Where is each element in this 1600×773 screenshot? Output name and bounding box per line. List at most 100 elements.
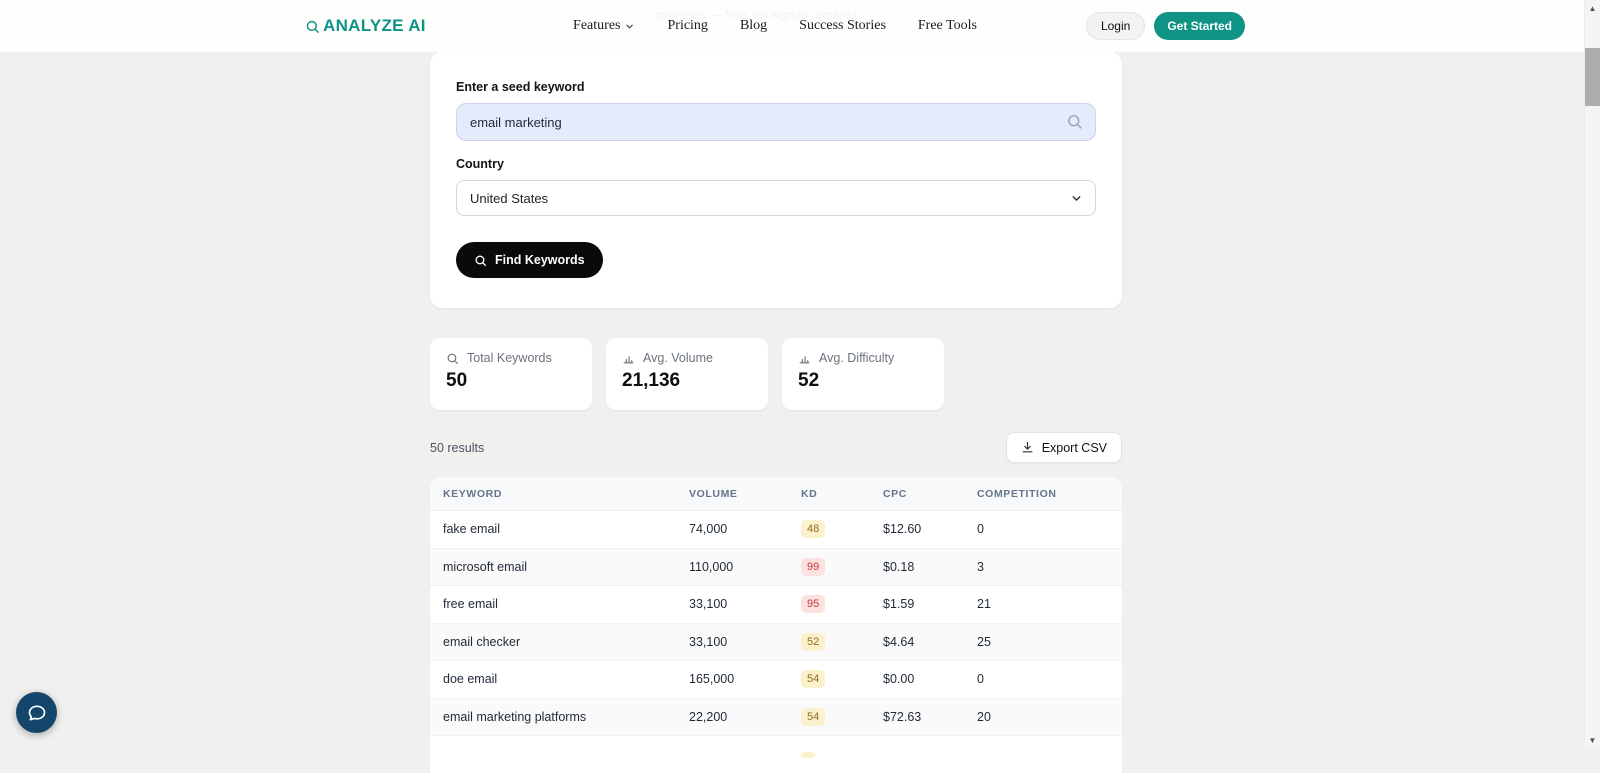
- table-row-partial[interactable]: [430, 735, 1122, 773]
- cell-kd: 52: [801, 633, 883, 651]
- stat-card-avg-difficulty: Avg. Difficulty 52: [782, 338, 944, 410]
- find-keywords-label: Find Keywords: [495, 253, 585, 267]
- cell-kd: 54: [801, 670, 883, 688]
- seed-keyword-input[interactable]: [456, 103, 1096, 141]
- kd-badge: 48: [801, 520, 825, 538]
- bar-chart-icon: [622, 352, 635, 365]
- table-header-row: KEYWORD VOLUME KD CPC COMPETITION: [430, 477, 1122, 510]
- kd-badge: 54: [801, 708, 825, 726]
- search-icon: [1066, 113, 1083, 130]
- country-label: Country: [456, 157, 1096, 171]
- search-icon: [474, 254, 487, 267]
- bar-chart-icon: [798, 352, 811, 365]
- cell-cpc: $0.00: [883, 672, 977, 686]
- table-row[interactable]: email marketing platforms 22,200 54 $72.…: [430, 698, 1122, 736]
- export-csv-button[interactable]: Export CSV: [1006, 432, 1122, 463]
- nav-actions: Login Get Started: [1086, 12, 1245, 40]
- cell-volume: 165,000: [689, 672, 801, 686]
- logo-text: ANALYZE AI: [323, 16, 426, 36]
- logo-search-icon: [305, 19, 320, 34]
- keyword-input-wrap: [456, 103, 1096, 141]
- col-header-cpc[interactable]: CPC: [883, 488, 977, 500]
- cell-cpc: $0.18: [883, 560, 977, 574]
- keyword-search-card: Enter a seed keyword Country United Stat…: [430, 52, 1122, 308]
- table-row[interactable]: doe email 165,000 54 $0.00 0: [430, 660, 1122, 698]
- kd-badge: [801, 752, 815, 758]
- chat-widget-button[interactable]: [16, 692, 57, 733]
- nav-item-success-stories[interactable]: Success Stories: [799, 18, 886, 34]
- keywords-table: KEYWORD VOLUME KD CPC COMPETITION fake e…: [430, 477, 1122, 773]
- stat-card-header: Total Keywords: [446, 351, 576, 365]
- get-started-button[interactable]: Get Started: [1154, 12, 1245, 40]
- kd-badge: 52: [801, 633, 825, 651]
- cell-volume: 33,100: [689, 635, 801, 649]
- nav-item-blog[interactable]: Blog: [740, 18, 767, 34]
- chevron-down-icon: [1070, 192, 1083, 205]
- table-row[interactable]: free email 33,100 95 $1.59 21: [430, 585, 1122, 623]
- cell-cpc: $72.63: [883, 710, 977, 724]
- cell-competition: 3: [977, 560, 1122, 574]
- nav-item-success-stories-label: Success Stories: [799, 18, 886, 34]
- cell-kd: [801, 747, 883, 761]
- cell-cpc: $4.64: [883, 635, 977, 649]
- nav-links: Features Pricing Blog Success Stories Fr…: [573, 18, 977, 34]
- country-select-value: United States: [470, 191, 548, 206]
- stat-label: Avg. Difficulty: [819, 351, 894, 365]
- results-count: 50 results: [430, 441, 484, 455]
- download-icon: [1021, 441, 1034, 454]
- col-header-competition[interactable]: COMPETITION: [977, 488, 1122, 500]
- nav-item-free-tools[interactable]: Free Tools: [918, 18, 977, 34]
- find-keywords-button[interactable]: Find Keywords: [456, 242, 603, 278]
- table-row[interactable]: microsoft email 110,000 99 $0.18 3: [430, 548, 1122, 586]
- chat-bubble-icon: [27, 703, 47, 723]
- export-csv-label: Export CSV: [1042, 441, 1107, 455]
- cell-volume: 33,100: [689, 597, 801, 611]
- scrollbar[interactable]: ▲ ▼: [1584, 0, 1600, 748]
- logo[interactable]: ANALYZE AI: [305, 16, 426, 36]
- cell-competition: 25: [977, 635, 1122, 649]
- stat-value: 50: [446, 370, 576, 392]
- cell-competition: 0: [977, 522, 1122, 536]
- scrollbar-up-button[interactable]: ▲: [1585, 0, 1600, 16]
- cell-volume: 110,000: [689, 560, 801, 574]
- cell-keyword: free email: [443, 597, 689, 611]
- nav-inner: ANALYZE AI Features Pricing Blog Success…: [305, 0, 1245, 52]
- cell-keyword: email marketing platforms: [443, 710, 689, 724]
- stat-value: 21,136: [622, 370, 752, 392]
- cell-keyword: fake email: [443, 522, 689, 536]
- col-header-kd[interactable]: KD: [801, 488, 883, 500]
- scrollbar-down-button[interactable]: ▼: [1585, 732, 1600, 748]
- stat-card-total-keywords: Total Keywords 50: [430, 338, 592, 410]
- col-header-keyword[interactable]: KEYWORD: [443, 488, 689, 500]
- top-nav: ANALYZE AI Features Pricing Blog Success…: [0, 0, 1600, 52]
- login-button[interactable]: Login: [1086, 12, 1145, 40]
- cell-keyword: email checker: [443, 635, 689, 649]
- kd-badge: 99: [801, 558, 825, 576]
- nav-item-pricing[interactable]: Pricing: [667, 18, 707, 34]
- stat-value: 52: [798, 370, 928, 392]
- nav-item-pricing-label: Pricing: [667, 18, 707, 34]
- table-row[interactable]: fake email 74,000 48 $12.60 0: [430, 510, 1122, 548]
- main-content: Enter a seed keyword Country United Stat…: [430, 52, 1122, 773]
- cell-volume: 22,200: [689, 710, 801, 724]
- stat-label: Total Keywords: [467, 351, 552, 365]
- cell-kd: 48: [801, 520, 883, 538]
- cell-cpc: $1.59: [883, 597, 977, 611]
- col-header-volume[interactable]: VOLUME: [689, 488, 801, 500]
- cell-volume: 74,000: [689, 522, 801, 536]
- kd-badge: 54: [801, 670, 825, 688]
- seed-keyword-label: Enter a seed keyword: [456, 80, 1096, 94]
- kd-badge: 95: [801, 595, 825, 613]
- nav-item-features[interactable]: Features: [573, 18, 635, 34]
- results-bar: 50 results Export CSV: [430, 432, 1122, 463]
- scrollbar-thumb[interactable]: [1585, 48, 1600, 106]
- cell-competition: 21: [977, 597, 1122, 611]
- cell-competition: 20: [977, 710, 1122, 724]
- cell-competition: 0: [977, 672, 1122, 686]
- cell-kd: 54: [801, 708, 883, 726]
- table-row[interactable]: email checker 33,100 52 $4.64 25: [430, 623, 1122, 661]
- country-select[interactable]: United States: [456, 180, 1096, 216]
- nav-item-free-tools-label: Free Tools: [918, 18, 977, 34]
- cell-keyword: microsoft email: [443, 560, 689, 574]
- search-icon: [446, 352, 459, 365]
